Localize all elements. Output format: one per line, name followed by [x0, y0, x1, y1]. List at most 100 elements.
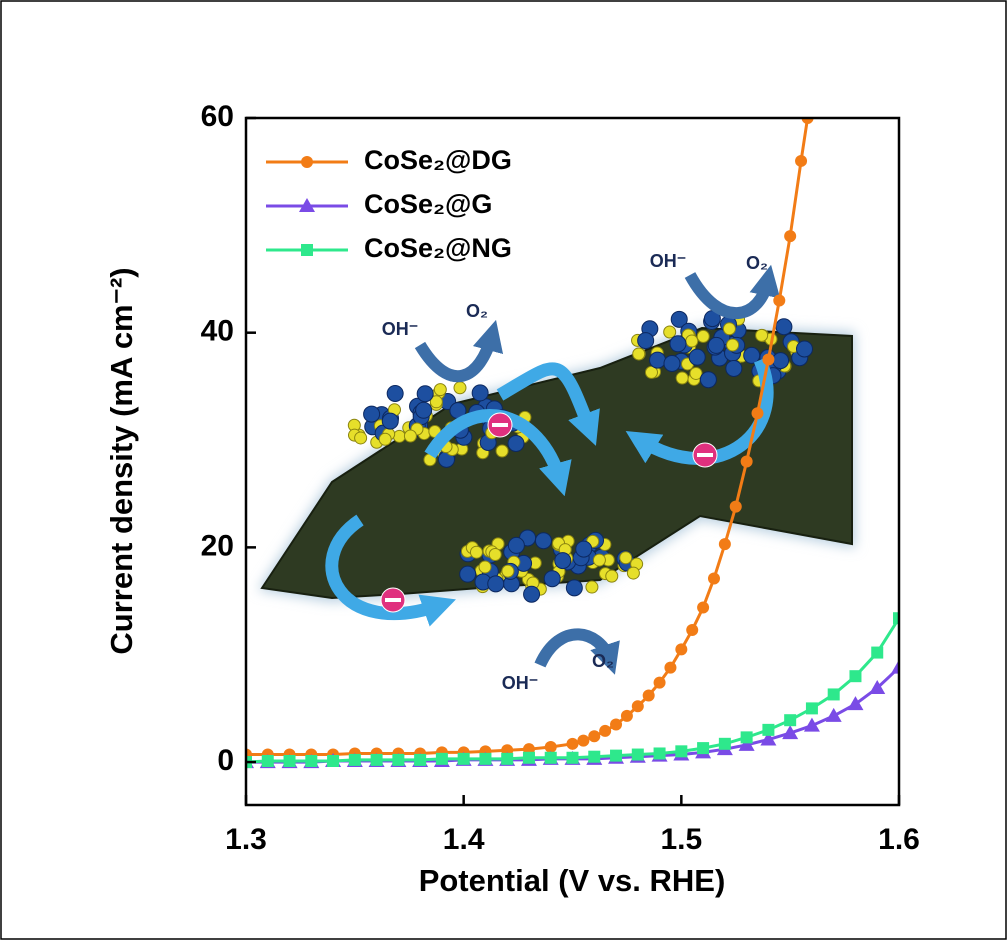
- marker: [697, 742, 709, 754]
- cobalt-atom: [472, 385, 488, 401]
- marker: [675, 643, 687, 655]
- marker: [643, 690, 655, 702]
- y-tick-label: 20: [201, 529, 234, 562]
- marker: [577, 735, 589, 747]
- marker: [806, 702, 818, 714]
- marker: [588, 751, 600, 763]
- y-tick-label: 60: [201, 100, 234, 133]
- marker: [479, 753, 491, 765]
- x-tick-label: 1.6: [878, 823, 920, 856]
- marker: [849, 670, 861, 682]
- marker: [458, 753, 470, 765]
- legend-label: CoSe₂@DG: [364, 145, 512, 175]
- selenium-atom: [489, 548, 501, 560]
- marker: [610, 750, 622, 762]
- selenium-atom: [434, 384, 446, 396]
- selenium-atom: [606, 570, 618, 582]
- cobalt-atom: [566, 580, 582, 596]
- reaction-arrow: [690, 275, 768, 313]
- selenium-atom: [454, 382, 466, 394]
- marker: [501, 753, 513, 765]
- marker: [632, 700, 644, 712]
- selenium-atom: [393, 430, 405, 442]
- selenium-atom: [633, 348, 645, 360]
- marker: [795, 155, 807, 167]
- electron-bar: [385, 598, 401, 602]
- cobalt-atom: [576, 541, 592, 557]
- marker: [784, 230, 796, 242]
- marker: [305, 755, 317, 767]
- cobalt-atom: [416, 402, 432, 418]
- marker: [610, 718, 622, 730]
- marker: [719, 538, 731, 550]
- selenium-atom: [593, 554, 605, 566]
- selenium-atom: [502, 565, 514, 577]
- annotation: O₂: [592, 651, 614, 671]
- marker: [599, 725, 611, 737]
- reaction-arrow: [420, 335, 492, 376]
- selenium-atom: [620, 552, 632, 564]
- cobalt-atom: [544, 571, 560, 587]
- marker: [545, 752, 557, 764]
- marker: [654, 747, 666, 759]
- marker: [741, 731, 753, 743]
- selenium-atom: [697, 330, 709, 342]
- annotation: O₂: [746, 253, 768, 273]
- cobalt-atom: [650, 352, 666, 368]
- cobalt-atom: [460, 566, 476, 582]
- selenium-atom: [379, 433, 391, 445]
- cobalt-atom: [744, 347, 760, 363]
- selenium-atom: [479, 561, 491, 573]
- cobalt-atom: [689, 349, 705, 365]
- marker: [675, 745, 687, 757]
- legend-marker: [301, 244, 313, 256]
- cobalt-atom: [708, 337, 724, 353]
- electron-bar: [492, 423, 508, 427]
- selenium-atom: [470, 546, 482, 558]
- marker: [828, 688, 840, 700]
- marker: [664, 662, 676, 674]
- marker: [654, 677, 666, 689]
- selenium-atom: [586, 581, 598, 593]
- marker: [567, 738, 579, 750]
- annotation: OH⁻: [382, 319, 419, 339]
- y-tick-label: 40: [201, 315, 234, 348]
- cobalt-atom: [508, 537, 524, 553]
- cobalt-atom: [796, 341, 812, 357]
- marker: [371, 754, 383, 766]
- marker: [686, 624, 698, 636]
- marker: [784, 714, 796, 726]
- marker: [762, 354, 774, 366]
- selenium-atom: [727, 339, 739, 351]
- annotation: OH⁻: [650, 251, 687, 271]
- marker: [588, 730, 600, 742]
- marker: [741, 456, 753, 468]
- x-tick-label: 1.4: [443, 823, 485, 856]
- marker: [262, 755, 274, 767]
- selenium-atom: [627, 567, 639, 579]
- marker: [708, 573, 720, 585]
- annotation: OH⁻: [502, 673, 539, 693]
- marker: [327, 755, 339, 767]
- marker: [567, 752, 579, 764]
- marker: [414, 754, 426, 766]
- legend-label: CoSe₂@NG: [364, 233, 512, 263]
- marker: [730, 501, 742, 513]
- x-tick-label: 1.3: [225, 823, 267, 856]
- selenium-atom: [676, 372, 688, 384]
- selenium-atom: [404, 430, 416, 442]
- marker: [392, 754, 404, 766]
- marker: [719, 738, 731, 750]
- marker: [349, 754, 361, 766]
- cobalt-atom: [417, 386, 433, 402]
- marker: [436, 753, 448, 765]
- marker: [632, 749, 644, 761]
- cobalt-atom: [488, 576, 504, 592]
- cobalt-atom: [664, 355, 680, 371]
- marker: [621, 710, 633, 722]
- cobalt-atom: [555, 553, 571, 569]
- chart: OH⁻O₂OH⁻O₂OH⁻O₂ Potential (V vs. RHE) Cu…: [0, 0, 1007, 940]
- marker: [284, 755, 296, 767]
- y-axis-title: Current density (mA cm⁻²): [104, 267, 139, 654]
- cobalt-atom: [387, 385, 403, 401]
